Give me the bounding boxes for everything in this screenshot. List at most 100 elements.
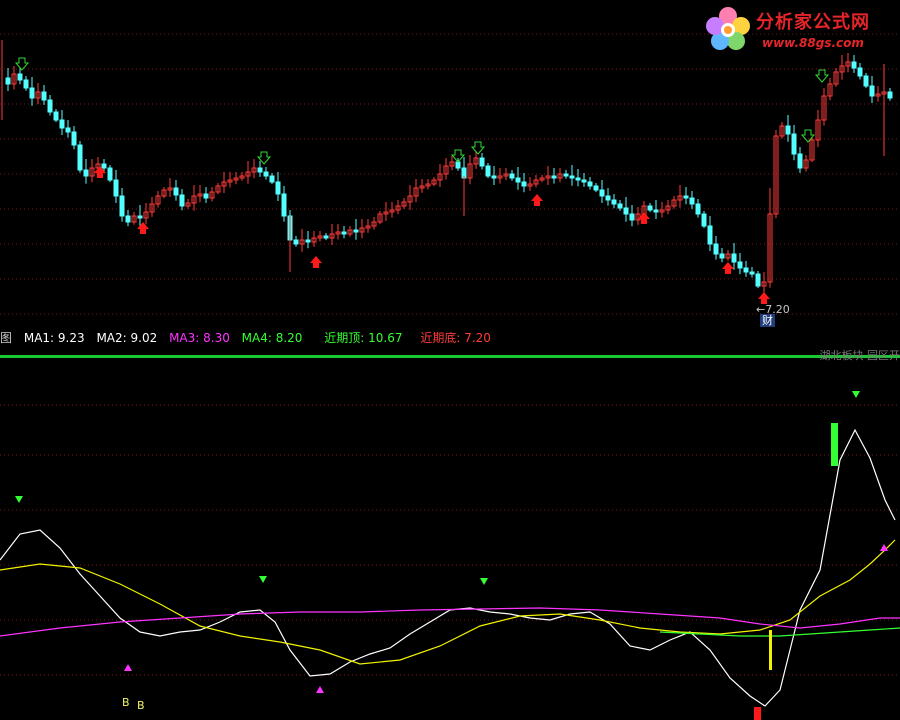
candle-body <box>395 205 401 211</box>
ma-legend: 图 MA1: 9.23 MA2: 9.02 MA3: 8.30 MA4: 8.2… <box>0 329 499 345</box>
candle-body <box>5 77 11 85</box>
candle-body <box>233 177 239 181</box>
candle-body <box>23 79 29 89</box>
ma1-value: MA1: 9.23 <box>23 331 85 345</box>
candle-body <box>497 175 503 179</box>
buy-arrow-icon <box>94 166 106 178</box>
sell-arrow-icon <box>470 141 486 155</box>
candle-body <box>365 225 371 229</box>
sell-signal-icon <box>259 576 267 583</box>
candle-body <box>539 177 545 181</box>
candle-body <box>617 203 623 209</box>
candle-body <box>185 202 191 207</box>
indicator-panel[interactable] <box>0 391 900 720</box>
candle-body <box>89 167 95 177</box>
logo-brand-text: 分析家公式网 <box>756 12 870 33</box>
candle-body <box>845 61 851 67</box>
candle-body <box>359 227 365 233</box>
candle-body <box>71 131 77 146</box>
buy-signal-icon <box>124 664 132 671</box>
candle-body <box>731 253 737 263</box>
candle-body <box>833 71 839 85</box>
candle-body <box>65 127 71 133</box>
candle-body <box>653 209 659 213</box>
candle-body <box>215 185 221 193</box>
candle-body <box>509 173 515 179</box>
candle-body <box>503 173 509 177</box>
candle-body <box>551 175 557 179</box>
candle-body <box>239 175 245 179</box>
grid-lines <box>0 33 900 676</box>
candle-body <box>329 233 335 239</box>
logo-site-url: www.88gs.com <box>762 36 864 50</box>
candle-body <box>203 193 209 199</box>
candle-body <box>53 111 59 121</box>
finance-badge[interactable]: 财 <box>760 314 775 327</box>
candle-body <box>677 195 683 201</box>
candle-body <box>587 181 593 187</box>
candle-body <box>473 157 479 165</box>
candle-body <box>701 213 707 227</box>
candle-body <box>419 185 425 189</box>
candle-body <box>407 195 413 203</box>
candle-body <box>695 203 701 215</box>
current-price-label: ←7.20 <box>756 303 790 316</box>
buy-arrow-icon <box>638 212 650 224</box>
candle-body <box>293 239 299 245</box>
candle-body <box>887 91 893 99</box>
recent-bottom-value: 近期底: 7.20 <box>420 331 491 345</box>
candle-body <box>155 195 161 205</box>
candle-body <box>725 253 731 259</box>
sector-tag[interactable]: 湖北板块 园区开 <box>819 349 900 362</box>
candle-body <box>425 183 431 187</box>
candle-body <box>443 165 449 175</box>
candle-body <box>527 183 533 187</box>
candle-body <box>599 189 605 197</box>
candle-body <box>323 235 329 239</box>
candle-body <box>389 209 395 213</box>
candle-body <box>281 193 287 217</box>
candle-body <box>113 179 119 197</box>
legend-prefix: 图 <box>0 331 13 345</box>
flower-logo-icon <box>706 7 750 50</box>
candle-body <box>839 65 845 73</box>
candle-body <box>35 91 41 99</box>
candle-body <box>317 235 323 239</box>
candle-body <box>827 83 833 97</box>
sell-arrow-icon <box>800 129 816 143</box>
candle-body <box>227 179 233 183</box>
candle-body <box>161 189 167 197</box>
candle-body <box>197 193 203 197</box>
candle-body <box>101 163 107 169</box>
candle-body <box>269 175 275 183</box>
candle-body <box>779 125 785 137</box>
candle-body <box>647 205 653 211</box>
candlestick-series[interactable] <box>1 40 893 293</box>
ma2-value: MA2: 9.02 <box>96 331 158 345</box>
candle-body <box>863 75 869 87</box>
candle-body <box>851 61 857 69</box>
b-mark: B <box>137 699 145 712</box>
candle-body <box>377 213 383 223</box>
candle-body <box>521 181 527 187</box>
candle-body <box>413 187 419 197</box>
buy-arrow-icon <box>722 262 734 274</box>
candle-body <box>173 187 179 196</box>
candle-body <box>671 199 677 207</box>
candle-body <box>41 91 47 101</box>
candle-body <box>299 239 305 245</box>
candle-body <box>773 135 779 215</box>
candle-body <box>803 159 809 169</box>
candle-body <box>821 95 827 121</box>
buy-signal-icon <box>316 686 324 693</box>
b-mark: B <box>122 696 130 709</box>
candle-body <box>431 179 437 185</box>
recent-top-value: 近期顶: 10.67 <box>324 331 403 345</box>
sell-arrow-icon <box>814 69 830 83</box>
candle-body <box>275 181 281 195</box>
candle-body <box>755 273 761 287</box>
candle-body <box>371 221 377 227</box>
candle-body <box>857 67 863 77</box>
candle-body <box>467 163 473 179</box>
